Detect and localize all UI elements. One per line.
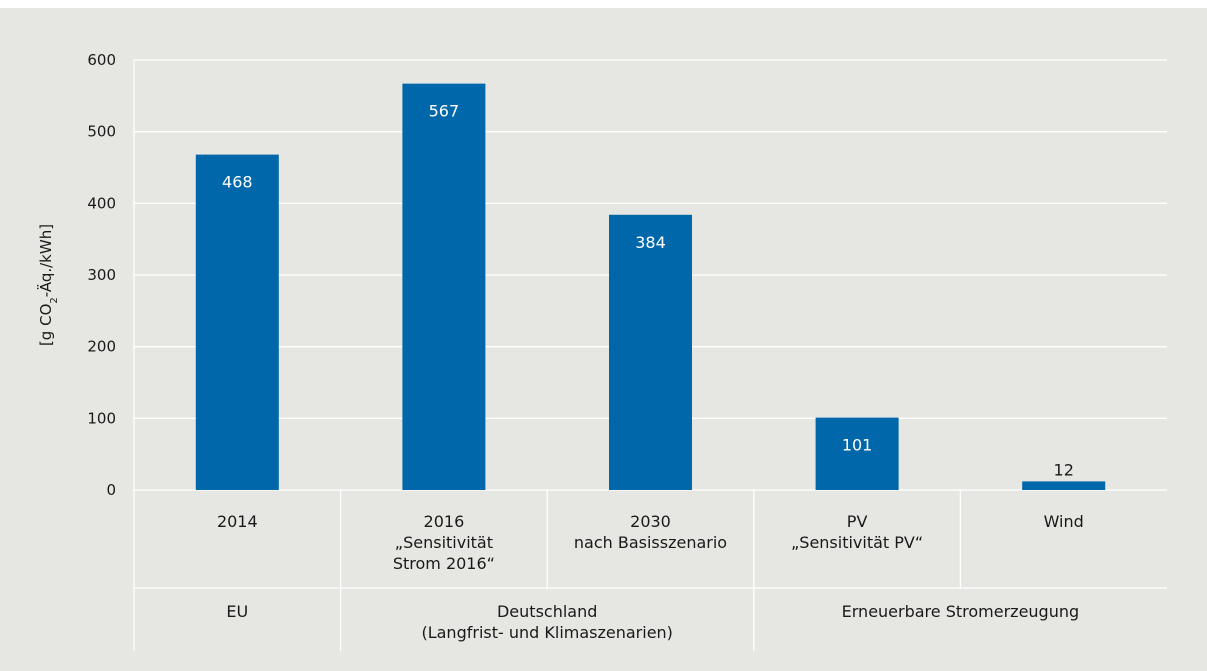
y-axis-label: [g CO2-Äq./kWh] <box>36 224 60 346</box>
bar-0 <box>195 154 279 490</box>
bar-value-label-4: 12 <box>1054 460 1074 479</box>
y-tick-label-600: 600 <box>87 51 116 69</box>
category-label-1-0: 2016 <box>424 512 465 531</box>
y-tick-label-0: 0 <box>106 481 116 499</box>
y-tick-label-500: 500 <box>87 123 116 141</box>
category-label-2-1: nach Basisszenario <box>574 533 727 552</box>
bar-3 <box>815 417 899 490</box>
labels: 0 100 200 300 400 500 600 [g CO2-Äq./kWh] 468 201… <box>36 51 1084 642</box>
bar-4 <box>1022 481 1106 490</box>
group-label-1-1: (Langfrist- und Klimaszenarien) <box>421 623 672 642</box>
y-tick-label-100: 100 <box>87 409 116 427</box>
bars <box>195 83 1106 491</box>
category-label-0-0: 2014 <box>217 512 258 531</box>
category-label-3-0: PV <box>847 512 868 531</box>
chart-panel: 0 100 200 300 400 500 600 [g CO2-Äq./kWh] 468 201… <box>0 8 1207 671</box>
bar-value-label-3: 101 <box>842 436 873 455</box>
bar-2 <box>609 214 692 491</box>
y-tick-label-200: 200 <box>87 338 116 356</box>
axes <box>133 60 1167 651</box>
category-label-4-0: Wind <box>1044 512 1084 531</box>
category-label-1-2: Strom 2016“ <box>393 554 495 573</box>
category-label-2-0: 2030 <box>630 512 671 531</box>
group-label-2-0: Erneuerbare Stromerzeugung <box>842 602 1080 621</box>
bar-value-label-1: 567 <box>429 102 460 121</box>
category-label-1-1: „Sensitivität <box>395 533 493 552</box>
group-label-1-0: Deutschland <box>497 602 597 621</box>
y-tick-label-300: 300 <box>87 266 116 284</box>
group-label-0-0: EU <box>226 602 248 621</box>
bar-value-label-0: 468 <box>222 173 253 192</box>
bar-value-label-2: 384 <box>635 233 666 252</box>
category-label-3-1: „Sensitivität PV“ <box>791 533 923 552</box>
y-tick-label-400: 400 <box>87 194 116 212</box>
bar-1 <box>402 83 486 491</box>
bar-chart: 0 100 200 300 400 500 600 [g CO2-Äq./kWh] 468 201… <box>36 51 1167 651</box>
